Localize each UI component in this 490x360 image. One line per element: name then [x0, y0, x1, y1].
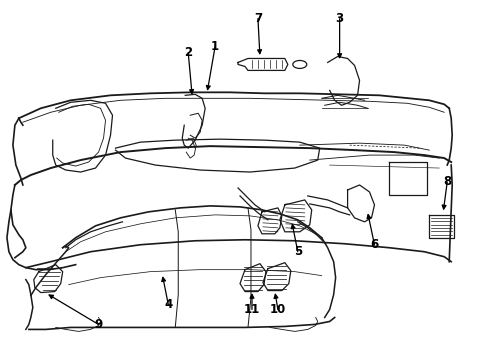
- Text: 10: 10: [270, 303, 286, 316]
- Text: 3: 3: [336, 12, 343, 25]
- Text: 5: 5: [294, 245, 302, 258]
- Text: 2: 2: [184, 46, 192, 59]
- Text: 4: 4: [164, 298, 172, 311]
- Text: 6: 6: [370, 238, 379, 251]
- Text: 7: 7: [254, 12, 262, 25]
- Text: 1: 1: [211, 40, 219, 53]
- Text: 11: 11: [244, 303, 260, 316]
- Text: 9: 9: [95, 318, 103, 331]
- Text: 8: 8: [443, 175, 451, 189]
